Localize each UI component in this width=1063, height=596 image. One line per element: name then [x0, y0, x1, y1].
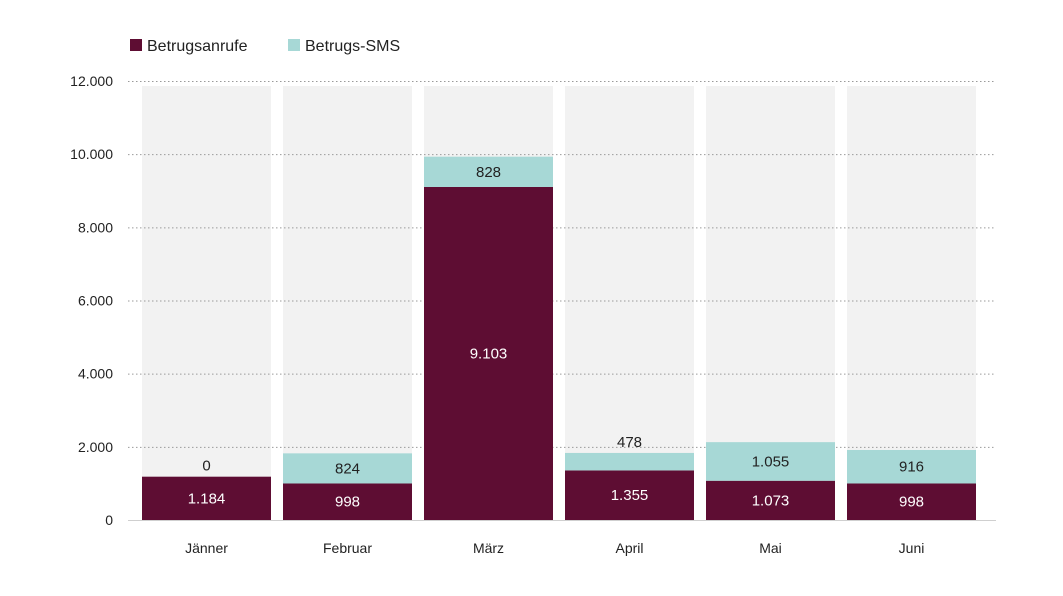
data-label: 828 — [476, 164, 501, 181]
data-label: 1.055 — [752, 453, 790, 470]
bar-betrugs-sms — [847, 449, 976, 484]
y-tick-label: 2.000 — [78, 439, 113, 455]
bar-betrugsanrufe — [847, 483, 976, 520]
data-label: 916 — [899, 459, 924, 476]
y-tick-label: 4.000 — [78, 366, 113, 382]
data-label: 1.355 — [611, 487, 649, 504]
data-label: 1.073 — [752, 492, 790, 509]
bar-value-labels: 1.184 998 9.103 1.355 1.073 998 0 824 828 478 1.05… — [188, 164, 924, 511]
x-axis: Jänner Februar März April Mai Juni — [128, 520, 996, 556]
bar-betrugsanrufe — [142, 476, 271, 520]
y-tick-label: 12.000 — [70, 73, 113, 89]
bar-betrugsanrufe — [565, 470, 694, 520]
bars — [142, 156, 976, 520]
legend: Betrugsanrufe Betrugs-SMS — [130, 38, 400, 55]
data-label: 478 — [617, 434, 642, 451]
legend-swatch-betrugs-sms — [288, 39, 300, 51]
legend-swatch-betrugsanrufe — [130, 39, 142, 51]
x-tick-label: Jänner — [185, 540, 228, 556]
x-tick-label: Februar — [323, 540, 372, 556]
x-tick-label: März — [473, 540, 504, 556]
bar-betrugs-sms — [424, 156, 553, 187]
y-tick-label: 0 — [105, 512, 113, 528]
x-tick-label: Juni — [899, 540, 925, 556]
gridlines — [128, 81, 996, 448]
bar-betrugsanrufe — [424, 186, 553, 520]
data-label: 0 — [202, 458, 210, 475]
background-column — [142, 86, 271, 520]
data-label: 824 — [335, 460, 360, 477]
bar-betrugs-sms — [565, 452, 694, 471]
bar-betrugs-sms — [283, 453, 412, 484]
legend-label: Betrugs-SMS — [305, 38, 400, 55]
data-label: 1.184 — [188, 490, 226, 507]
x-tick-label: Mai — [759, 540, 782, 556]
y-tick-label: 8.000 — [78, 219, 113, 235]
legend-label: Betrugsanrufe — [147, 38, 248, 55]
x-tick-label: April — [615, 540, 643, 556]
y-tick-label: 10.000 — [70, 146, 113, 162]
bar-betrugsanrufe — [283, 483, 412, 520]
data-label: 998 — [899, 494, 924, 511]
y-tick-label: 6.000 — [78, 293, 113, 309]
data-label: 998 — [335, 494, 360, 511]
data-label: 9.103 — [470, 345, 508, 362]
bar-betrugs-sms — [706, 442, 835, 481]
y-axis: 0 2.000 4.000 6.000 8.000 10.000 12.000 — [70, 73, 113, 528]
bar-betrugsanrufe — [706, 480, 835, 520]
